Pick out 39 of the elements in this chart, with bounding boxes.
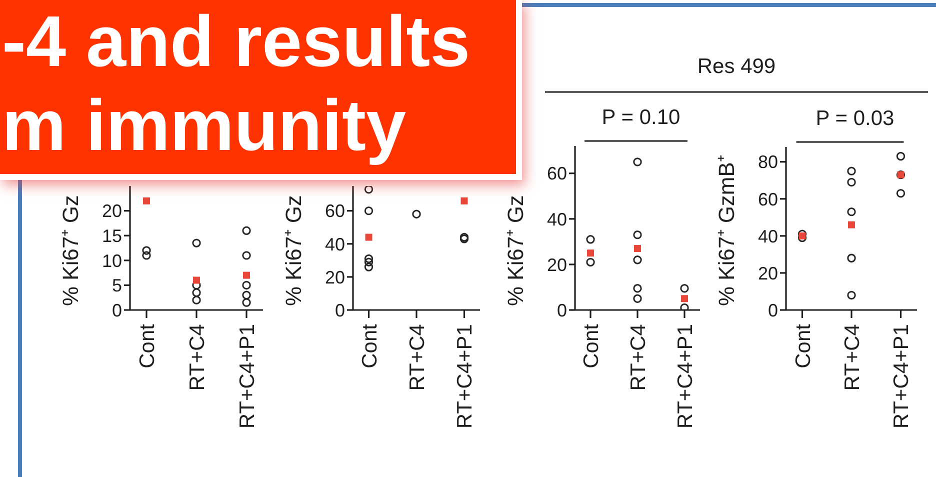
x-tick-label: Cont — [792, 324, 815, 368]
y-tick-label: 5 — [112, 276, 122, 296]
x-tick-label: RT+C4+P1 — [890, 324, 914, 429]
y-tick-label: 0 — [556, 300, 567, 320]
y-tick-label: 40 — [546, 209, 567, 230]
y-tick-label: 60 — [324, 201, 345, 222]
x-tick-label: RT+C4 — [627, 324, 650, 391]
y-tick-label: 20 — [546, 254, 567, 275]
y-axis-title: % Ki67⁺ GzmB⁺ — [714, 155, 739, 306]
y-tick-label: 20 — [324, 267, 345, 288]
x-tick-label: Cont — [358, 324, 382, 368]
y-tick-label: 10 — [102, 250, 122, 271]
x-tick-label: Cont — [136, 324, 159, 368]
text: P = 0.10 — [602, 106, 680, 129]
y-tick-label: 0 — [768, 300, 778, 320]
banner: -4 and results m immunity — [0, 0, 522, 180]
y-tick-label: 60 — [546, 164, 567, 184]
y-tick-label: 20 — [102, 201, 122, 222]
chart-title: -4 and results m immunity — [2, 2, 470, 166]
y-axis-title: % Ki67⁺ Gz — [281, 195, 306, 306]
y-tick-label: 40 — [758, 226, 778, 246]
y-tick-label: 40 — [324, 234, 345, 254]
y-axis-title: % Ki67⁺ Gz — [503, 195, 528, 306]
y-tick-label: 80 — [758, 152, 778, 172]
x-tick-label: RT+C4+P1 — [454, 324, 477, 429]
x-tick-label: RT+C4 — [186, 324, 209, 391]
y-tick-label: 0 — [334, 300, 345, 320]
chart-title: Res 499 — [697, 55, 776, 78]
y-tick-label: 15 — [102, 226, 122, 246]
y-tick-label: 60 — [758, 189, 778, 210]
x-tick-label: Cont — [580, 324, 604, 368]
y-axis-title: % Ki67⁺ Gz — [58, 195, 83, 306]
x-tick-label: RT+C4+P1 — [236, 324, 259, 429]
text: P = 0.03 — [816, 107, 894, 130]
x-tick-label: RT+C4+P1 — [674, 324, 697, 429]
x-tick-label: RT+C4 — [841, 324, 864, 391]
y-tick-label: 0 — [112, 300, 122, 320]
x-tick-label: RT+C4 — [406, 324, 429, 391]
y-tick-label: 20 — [758, 263, 778, 284]
